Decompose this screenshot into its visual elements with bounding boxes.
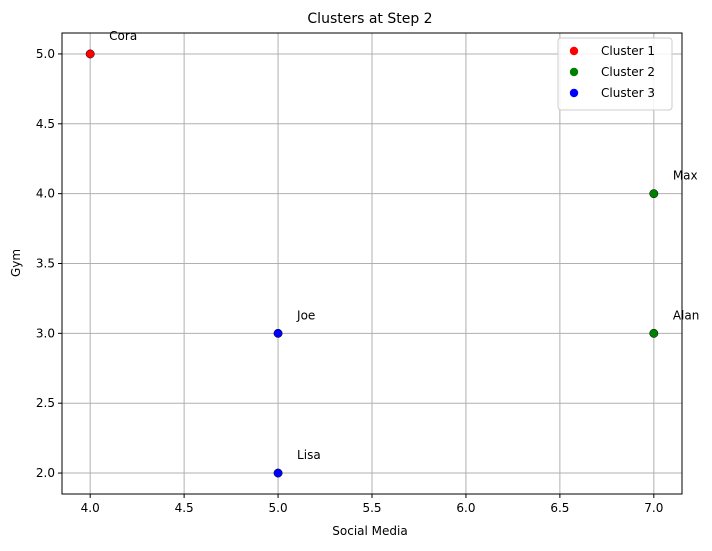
x-tick-label: 5.0 [269, 501, 288, 515]
legend-marker [569, 88, 579, 98]
x-tick-label: 4.5 [175, 501, 194, 515]
x-tick-label: 6.0 [456, 501, 475, 515]
y-tick-label: 3.5 [36, 257, 55, 271]
y-tick-label: 5.0 [36, 47, 55, 61]
point-label: Cora [109, 29, 137, 43]
legend-marker [569, 46, 579, 56]
x-tick-label: 6.5 [550, 501, 569, 515]
x-tick-label: 4.0 [81, 501, 100, 515]
y-tick-label: 4.5 [36, 117, 55, 131]
point-label: Lisa [297, 448, 321, 462]
legend-label: Cluster 3 [601, 86, 655, 100]
data-point [85, 49, 95, 59]
data-point [273, 468, 283, 478]
plot-frame [61, 32, 683, 495]
data-points [85, 49, 659, 478]
point-labels: Cora Max Alan Joe Lisa [109, 29, 699, 462]
data-point [273, 328, 283, 338]
legend-label: Cluster 1 [601, 44, 655, 58]
x-tick-label: 5.5 [362, 501, 381, 515]
y-tick-label: 3.0 [36, 326, 55, 340]
y-tick-label: 4.0 [36, 187, 55, 201]
legend-box [557, 37, 673, 111]
data-point [649, 328, 659, 338]
point-label: Alan [673, 308, 700, 322]
legend-marker [569, 67, 579, 77]
legend: Cluster 1 Cluster 2 Cluster 3 [557, 37, 673, 111]
chart-title: Clusters at Step 2 [307, 11, 432, 27]
x-tick-label: 7.0 [644, 501, 663, 515]
legend-label: Cluster 2 [601, 65, 655, 79]
data-point [649, 189, 659, 199]
axis-ticks: 4.0 4.5 5.0 5.5 6.0 6.5 7.0 2.0 2.5 3.0 3.5 4.0 4.5 5… [36, 47, 663, 515]
y-tick-label: 2.5 [36, 396, 55, 410]
point-label: Max [673, 169, 698, 183]
point-label: Joe [296, 308, 315, 322]
x-axis-label: Social Media [332, 524, 407, 538]
y-tick-label: 2.0 [36, 466, 55, 480]
y-axis-label: Gym [9, 249, 23, 277]
